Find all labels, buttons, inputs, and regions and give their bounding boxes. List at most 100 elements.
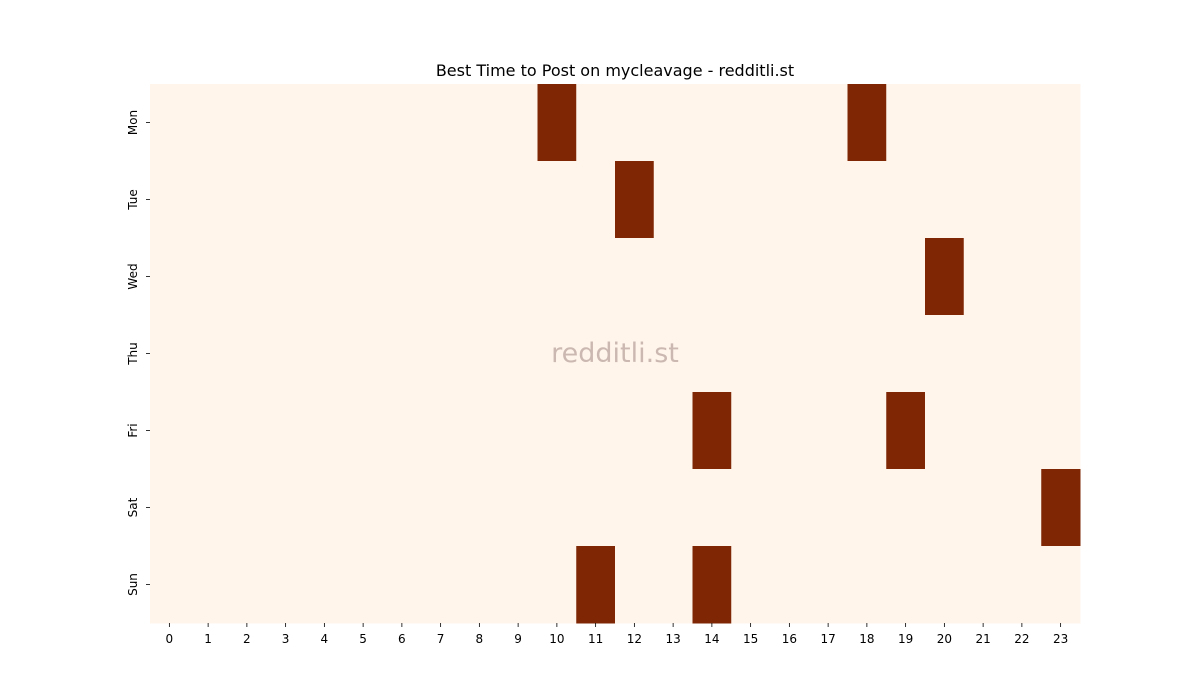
heatmap-cell-tue-21	[963, 161, 1003, 239]
x-tick-label: 0	[166, 632, 174, 646]
heatmap-cell-wed-3	[266, 238, 306, 316]
heatmap-cell-thu-1	[188, 315, 228, 393]
heatmap-cells	[150, 84, 1081, 624]
heatmap-cell-sun-15	[731, 546, 771, 624]
heatmap-cell-wed-17	[808, 238, 848, 316]
x-tick-label: 14	[704, 632, 719, 646]
heatmap-cell-wed-1	[188, 238, 228, 316]
heatmap-cell-wed-21	[963, 238, 1003, 316]
heatmap-cell-sat-9	[498, 469, 538, 547]
heatmap-cell-tue-22	[1002, 161, 1042, 239]
heatmap-cell-fri-21	[963, 392, 1003, 470]
heatmap-cell-sat-8	[460, 469, 500, 547]
heatmap-cell-sat-3	[266, 469, 306, 547]
heatmap-cell-mon-21	[963, 84, 1003, 162]
heatmap-cell-tue-16	[770, 161, 810, 239]
heatmap-cell-fri-4	[305, 392, 345, 470]
heatmap-cell-sat-0	[150, 469, 190, 547]
x-tick-label: 7	[437, 632, 445, 646]
heatmap-cell-mon-23	[1041, 84, 1081, 162]
heatmap-cell-wed-20	[925, 238, 965, 316]
heatmap-cell-mon-20	[925, 84, 965, 162]
heatmap-cell-tue-9	[498, 161, 538, 239]
heatmap-cell-sat-2	[227, 469, 267, 547]
x-tick-label: 2	[243, 632, 251, 646]
heatmap-cell-wed-2	[227, 238, 267, 316]
heatmap-cell-tue-19	[886, 161, 926, 239]
x-tick-label: 9	[514, 632, 522, 646]
heatmap-cell-fri-1	[188, 392, 228, 470]
chart-title: Best Time to Post on mycleavage - reddit…	[436, 61, 794, 80]
heatmap-cell-thu-5	[343, 315, 383, 393]
heatmap-cell-fri-3	[266, 392, 306, 470]
heatmap-cell-sat-7	[421, 469, 461, 547]
heatmap-cell-sat-12	[615, 469, 655, 547]
heatmap-cell-sat-6	[382, 469, 422, 547]
heatmap-cell-thu-16	[770, 315, 810, 393]
heatmap-cell-sun-11	[576, 546, 616, 624]
heatmap-cell-tue-14	[692, 161, 732, 239]
heatmap-cell-thu-21	[963, 315, 1003, 393]
heatmap-cell-sat-10	[537, 469, 577, 547]
x-tick-label: 22	[1014, 632, 1029, 646]
heatmap-cell-fri-17	[808, 392, 848, 470]
y-tick-label: Wed	[126, 263, 140, 289]
heatmap-cell-wed-11	[576, 238, 616, 316]
y-axis: Mon Tue Wed Thu Fri Sat Sun	[126, 110, 150, 596]
heatmap-cell-thu-0	[150, 315, 190, 393]
heatmap-cell-sun-13	[653, 546, 693, 624]
heatmap-cell-tue-18	[847, 161, 887, 239]
heatmap-cell-fri-10	[537, 392, 577, 470]
heatmap-cell-wed-6	[382, 238, 422, 316]
heatmap-cell-thu-23	[1041, 315, 1081, 393]
heatmap-cell-thu-15	[731, 315, 771, 393]
heatmap-cell-thu-22	[1002, 315, 1042, 393]
heatmap-cell-sun-22	[1002, 546, 1042, 624]
x-tick-label: 23	[1053, 632, 1068, 646]
heatmap-cell-sat-15	[731, 469, 771, 547]
heatmap-cell-wed-9	[498, 238, 538, 316]
heatmap-cell-wed-15	[731, 238, 771, 316]
heatmap-cell-tue-11	[576, 161, 616, 239]
heatmap-cell-sun-14	[692, 546, 732, 624]
heatmap-cell-fri-22	[1002, 392, 1042, 470]
heatmap-cell-fri-8	[460, 392, 500, 470]
heatmap-cell-thu-13	[653, 315, 693, 393]
heatmap-cell-fri-20	[925, 392, 965, 470]
x-tick-label: 16	[782, 632, 797, 646]
heatmap-cell-sun-18	[847, 546, 887, 624]
heatmap-cell-thu-9	[498, 315, 538, 393]
heatmap-cell-tue-8	[460, 161, 500, 239]
heatmap-cell-mon-12	[615, 84, 655, 162]
y-tick-label: Sat	[126, 497, 140, 517]
heatmap-cell-fri-18	[847, 392, 887, 470]
heatmap-cell-tue-1	[188, 161, 228, 239]
heatmap-cell-wed-18	[847, 238, 887, 316]
y-tick-label: Sun	[126, 573, 140, 596]
heatmap-cell-sat-5	[343, 469, 383, 547]
heatmap-cell-wed-22	[1002, 238, 1042, 316]
heatmap-cell-fri-16	[770, 392, 810, 470]
heatmap-cell-wed-14	[692, 238, 732, 316]
x-tick-label: 13	[665, 632, 680, 646]
heatmap-cell-sat-23	[1041, 469, 1081, 547]
heatmap-cell-mon-8	[460, 84, 500, 162]
x-tick-label: 12	[627, 632, 642, 646]
y-tick-label: Thu	[126, 342, 140, 366]
heatmap-cell-sat-22	[1002, 469, 1042, 547]
heatmap-cell-mon-7	[421, 84, 461, 162]
heatmap-cell-mon-11	[576, 84, 616, 162]
x-tick-label: 6	[398, 632, 406, 646]
heatmap-cell-mon-14	[692, 84, 732, 162]
heatmap-cell-fri-19	[886, 392, 926, 470]
heatmap-cell-tue-5	[343, 161, 383, 239]
heatmap-cell-thu-8	[460, 315, 500, 393]
heatmap-cell-wed-13	[653, 238, 693, 316]
heatmap-cell-sat-14	[692, 469, 732, 547]
heatmap-cell-sat-13	[653, 469, 693, 547]
heatmap-cell-sat-18	[847, 469, 887, 547]
x-tick-label: 3	[282, 632, 290, 646]
heatmap-cell-sun-9	[498, 546, 538, 624]
